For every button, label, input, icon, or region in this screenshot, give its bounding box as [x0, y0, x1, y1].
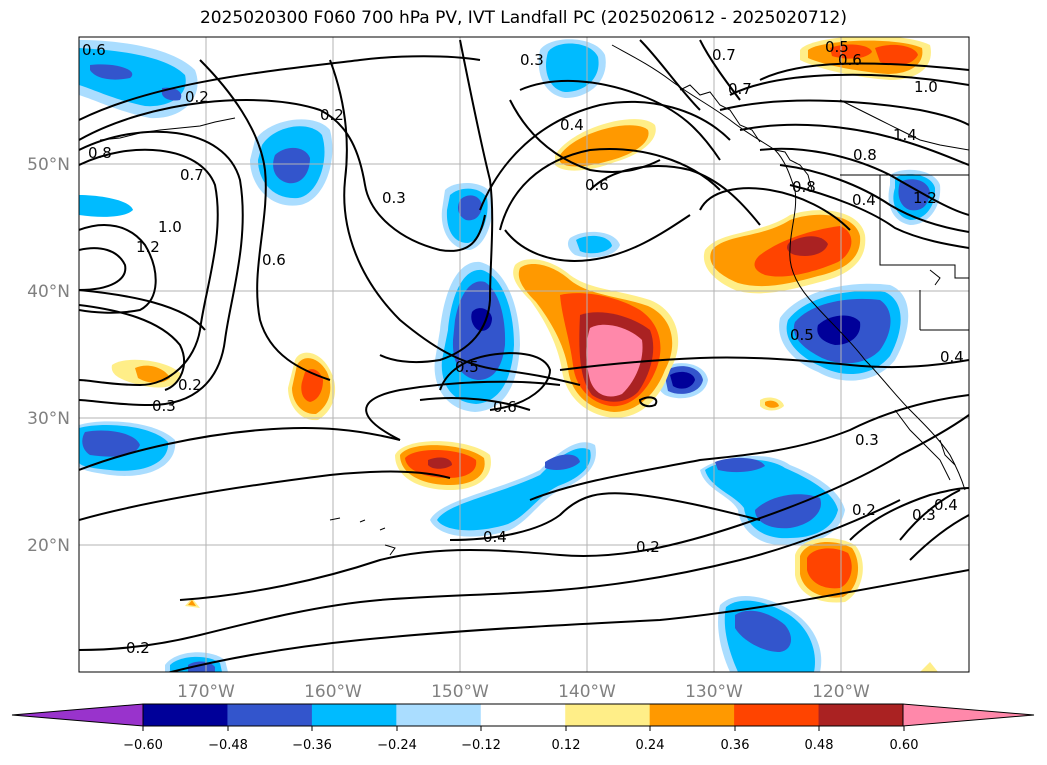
- contour-label: 0.5: [790, 326, 814, 344]
- contour-label: 0.5: [825, 38, 849, 56]
- colorbar-tick-label: 0.24: [636, 738, 665, 753]
- colorbar-tick-label: 0.60: [890, 738, 919, 753]
- contour-label: 0.2: [126, 639, 150, 657]
- colorbar-segment: [143, 704, 228, 726]
- contour-label: 0.2: [185, 88, 209, 106]
- contour-label: 1.4: [893, 126, 917, 144]
- contour-label: 0.2: [636, 538, 660, 556]
- lon-tick-label: 160°W: [304, 682, 362, 702]
- lat-tick-label: 50°N: [27, 155, 70, 175]
- colorbar-tick-label: −0.60: [123, 738, 163, 753]
- contour-label: 0.4: [560, 116, 584, 134]
- colorbar-segment: [480, 704, 566, 726]
- colorbar-segment: [227, 704, 313, 726]
- contour-label: 1.2: [913, 189, 937, 207]
- contour-label: 0.6: [82, 41, 106, 59]
- map-title: 2025020300 F060 700 hPa PV, IVT Landfall…: [199, 8, 847, 28]
- colorbar-tick-labels: −0.60 −0.48 −0.36 −0.24 −0.12 0.12 0.24 …: [123, 738, 918, 753]
- longitude-labels: 170°W 160°W 150°W 140°W 130°W 120°W: [177, 682, 870, 702]
- contour-label: 0.4: [940, 348, 964, 366]
- coastlines: [99, 44, 969, 556]
- colorbar-tick-label: −0.48: [208, 738, 248, 753]
- contour-label: 0.6: [838, 51, 862, 69]
- map-frame: [78, 36, 970, 673]
- colorbar-ticks: [142, 726, 905, 731]
- contour-label: 0.3: [855, 431, 879, 449]
- lon-tick-label: 120°W: [812, 682, 870, 702]
- colorbar: −0.60 −0.48 −0.36 −0.24 −0.12 0.12 0.24 …: [11, 703, 1035, 753]
- lat-tick-label: 40°N: [27, 282, 70, 302]
- colorbar-segment: [649, 704, 735, 726]
- contour-label: 0.8: [853, 146, 877, 164]
- contour-label: 0.7: [180, 166, 204, 184]
- colorbar-segments: [11, 703, 1035, 727]
- colorbar-tick-label: −0.36: [292, 738, 332, 753]
- contour-label: 0.5: [455, 358, 479, 376]
- colorbar-segment: [396, 704, 482, 726]
- lat-tick-label: 30°N: [27, 409, 70, 429]
- contour-label: 0.6: [493, 398, 517, 416]
- colorbar-segment: [311, 704, 397, 726]
- lon-tick-label: 170°W: [177, 682, 235, 702]
- contour-label: 0.3: [152, 397, 176, 415]
- colorbar-tick-label: −0.12: [461, 738, 501, 753]
- contour-labels: 0.6 0.3 0.5 0.6 0.7 0.7 1.0 0.4 0.2 0.8 …: [82, 38, 964, 657]
- contour-label: 0.7: [728, 80, 752, 98]
- contour-label: 0.4: [483, 528, 507, 546]
- lon-tick-label: 140°W: [558, 682, 616, 702]
- contour-label: 0.2: [178, 376, 202, 394]
- contour-label: 0.3: [382, 189, 406, 207]
- contour-label: 0.3: [912, 506, 936, 524]
- colorbar-tick-label: −0.24: [377, 738, 417, 753]
- shading-layer: [79, 37, 941, 672]
- colorbar-tick-label: 0.36: [721, 738, 750, 753]
- contour-label: 0.8: [88, 144, 112, 162]
- colorbar-tick-label: 0.12: [552, 738, 581, 753]
- lon-tick-label: 130°W: [685, 682, 743, 702]
- colorbar-tick-label: 0.48: [805, 738, 834, 753]
- colorbar-segment: [818, 704, 904, 726]
- colorbar-extend-low: [11, 703, 144, 727]
- contour-label: 1.0: [158, 218, 182, 236]
- gridlines: [79, 37, 969, 672]
- colorbar-extend-high: [902, 703, 1035, 727]
- contour-label: 0.6: [262, 251, 286, 269]
- colorbar-segment: [734, 704, 820, 726]
- contour-label: 0.2: [320, 106, 344, 124]
- contour-label: 0.3: [520, 51, 544, 69]
- contour-label: 0.6: [585, 176, 609, 194]
- latitude-labels: 20°N 30°N 40°N 50°N: [27, 155, 70, 556]
- colorbar-segment: [565, 704, 651, 726]
- lon-tick-label: 150°W: [431, 682, 489, 702]
- contour-label: 1.0: [914, 78, 938, 96]
- contour-label: 1.2: [136, 238, 160, 256]
- contour-label: 0.2: [852, 501, 876, 519]
- lat-tick-label: 20°N: [27, 536, 70, 556]
- contour-label: 0.7: [712, 46, 736, 64]
- contour-lines: [79, 39, 969, 672]
- contour-label: 0.4: [934, 496, 958, 514]
- contour-label: 0.8: [792, 178, 816, 196]
- contour-label: 0.4: [852, 191, 876, 209]
- map-panel: 0.6 0.3 0.5 0.6 0.7 0.7 1.0 0.4 0.2 0.8 …: [79, 37, 969, 672]
